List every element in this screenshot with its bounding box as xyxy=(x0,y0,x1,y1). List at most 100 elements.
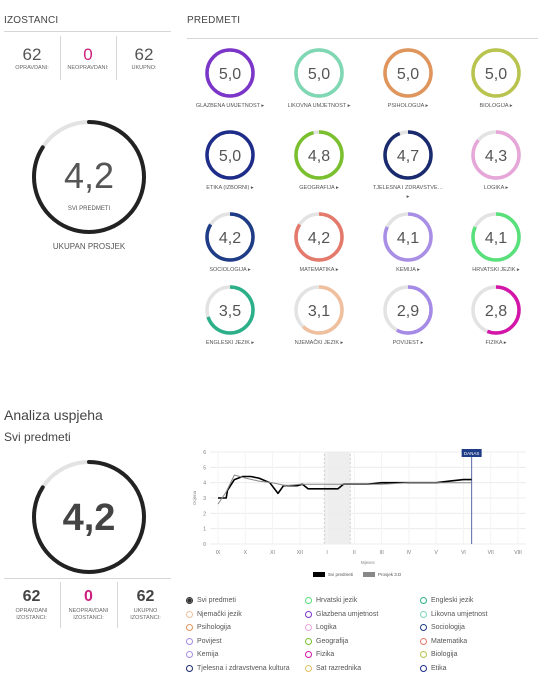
subject-grade: 3,5 xyxy=(219,303,241,320)
stat-divider xyxy=(116,36,117,80)
legend-radio[interactable]: Glazbena umjetnost xyxy=(305,610,379,618)
subject-card[interactable]: 5,0 ETIKA (IZBORNI) ▸ xyxy=(190,128,270,193)
legend-label: Sociologija xyxy=(431,624,465,631)
radio-icon[interactable] xyxy=(186,597,193,604)
legend-label: Logika xyxy=(316,624,337,631)
y-tick-label: 1 xyxy=(203,527,206,533)
radio-icon[interactable] xyxy=(420,664,427,672)
overall-average-ring: 4,2 SVI PREDMETI xyxy=(30,118,148,241)
radio-icon[interactable] xyxy=(420,651,427,658)
legend-radio[interactable]: Sociologija xyxy=(420,624,465,631)
subject-name[interactable]: PSIHOLOGIJA ▸ xyxy=(387,103,429,109)
x-tick-label: V xyxy=(435,550,439,556)
subject-card[interactable]: 5,0 LIKOVNA UMJETNOST ▸ xyxy=(279,46,359,111)
subject-card[interactable]: 4,8 GEOGRAFIJA ▸ xyxy=(279,128,359,193)
subject-name[interactable]: LOGIKA ▸ xyxy=(483,185,509,191)
analysis-stat-total: 62 UKUPNO IZOSTANCI: xyxy=(130,588,161,621)
subject-card[interactable]: 3,5 ENGLESKI JEZIK ▸ xyxy=(190,283,270,348)
legend-radio[interactable]: Fizika xyxy=(305,651,334,658)
radio-icon[interactable] xyxy=(305,651,312,658)
legend-swatch xyxy=(313,572,325,577)
stat-justified: 62 OPRAVDANI: xyxy=(15,45,49,72)
y-tick-label: 2 xyxy=(203,511,206,517)
stat-divider xyxy=(117,582,118,628)
analysis-average-value: 4,2 xyxy=(63,497,116,539)
radio-icon[interactable] xyxy=(305,624,312,631)
subject-name[interactable]: TJELESNA I ZDRAVSTVE… ▸ xyxy=(372,185,444,200)
subject-name[interactable]: LIKOVNA UMJETNOST ▸ xyxy=(287,103,351,109)
subject-grade: 5,0 xyxy=(485,66,507,83)
legend-radio[interactable]: Sat razrednika xyxy=(305,664,361,672)
legend-radio[interactable]: Svi predmeti xyxy=(186,597,236,604)
subject-card[interactable]: 5,0 PSIHOLOGIJA ▸ xyxy=(368,46,448,111)
radio-icon[interactable] xyxy=(420,610,427,618)
subject-card[interactable]: 5,0 BIOLOGIJA ▸ xyxy=(456,46,536,111)
legend-radio[interactable]: Engleski jezik xyxy=(420,597,473,604)
x-tick-label: X xyxy=(244,550,248,556)
subject-card[interactable]: 2,8 FIZIKA ▸ xyxy=(456,283,536,348)
subject-card[interactable]: 4,3 LOGIKA ▸ xyxy=(456,128,536,193)
subject-name[interactable]: NJEMAČKI JEZIK ▸ xyxy=(294,340,344,346)
x-tick-label: XII xyxy=(297,550,303,556)
subject-card[interactable]: 4,1 HRVATSKI JEZIK ▸ xyxy=(456,210,536,275)
subject-name[interactable]: POVIJEST ▸ xyxy=(392,340,424,346)
legend-radio[interactable]: Logika xyxy=(305,624,337,631)
legend-radio[interactable]: Povijest xyxy=(186,637,222,645)
legend-radio[interactable]: Likovna umjetnost xyxy=(420,610,487,618)
legend-radio[interactable]: Etika xyxy=(420,664,447,672)
radio-icon[interactable] xyxy=(186,637,193,645)
radio-icon[interactable] xyxy=(420,597,427,604)
legend-radio[interactable]: Geografija xyxy=(305,637,348,645)
subject-name[interactable]: KEMIJA ▸ xyxy=(396,267,420,273)
subject-card[interactable]: 3,1 NJEMAČKI JEZIK ▸ xyxy=(279,283,359,348)
analysis-average-ring: 4,2 xyxy=(30,458,148,581)
legend-label: Engleski jezik xyxy=(431,597,474,604)
overall-average-sublabel: SVI PREDMETI xyxy=(68,206,111,212)
radio-icon[interactable] xyxy=(305,597,312,604)
legend-radio[interactable]: Njemački jezik xyxy=(186,610,242,618)
radio-icon[interactable] xyxy=(186,624,193,631)
legend-radio[interactable]: Kemija xyxy=(186,651,218,658)
radio-icon[interactable] xyxy=(305,637,312,645)
subject-name[interactable]: GEOGRAFIJA ▸ xyxy=(299,185,339,191)
subject-card[interactable]: 4,1 KEMIJA ▸ xyxy=(368,210,448,275)
x-tick-label: IV xyxy=(407,550,412,556)
legend-radio[interactable]: Tjelesna i zdravstvena kultura xyxy=(186,664,290,672)
subject-card[interactable]: 4,7 TJELESNA I ZDRAVSTVE… ▸ xyxy=(368,128,448,202)
legend-radio[interactable]: Psihologija xyxy=(186,624,231,631)
subject-card[interactable]: 4,2 SOCIOLOGIJA ▸ xyxy=(190,210,270,275)
subject-name[interactable]: GLAZBENA UMJETNOST ▸ xyxy=(195,103,265,109)
legend-series-label: Svi predmeti xyxy=(328,572,353,577)
radio-icon[interactable] xyxy=(186,664,193,672)
subject-card[interactable]: 4,2 MATEMATIKA ▸ xyxy=(279,210,359,275)
radio-icon[interactable] xyxy=(420,637,427,645)
subject-card[interactable]: 2,9 POVIJEST ▸ xyxy=(368,283,448,348)
subject-grade: 4,7 xyxy=(397,148,419,165)
legend-radio[interactable]: Matematika xyxy=(420,637,467,645)
stat-divider xyxy=(60,582,61,628)
x-tick-label: VIII xyxy=(514,550,522,556)
subject-name[interactable]: FIZIKA ▸ xyxy=(485,340,507,346)
legend-radio[interactable]: Hrvatski jezik xyxy=(305,597,357,604)
grade-trend-chart: 0 1 2 3 4 5 6 IX X XI XII I II III IV V VI VII VIII Ocjena M… xyxy=(188,446,538,599)
radio-icon[interactable] xyxy=(305,664,312,672)
subject-name[interactable]: HRVATSKI JEZIK ▸ xyxy=(472,267,520,273)
subject-grade: 4,1 xyxy=(397,230,419,247)
subject-name[interactable]: BIOLOGIJA ▸ xyxy=(479,103,513,109)
x-axis-label: Mjesec xyxy=(361,560,376,565)
stat-unjustified: 0 NEOPRAVDANI: xyxy=(67,45,109,72)
subject-grade: 4,3 xyxy=(485,148,507,165)
legend-radio[interactable]: Biologija xyxy=(420,651,457,658)
radio-icon[interactable] xyxy=(186,610,193,618)
radio-icon[interactable] xyxy=(305,610,312,618)
subject-name[interactable]: ETIKA (IZBORNI) ▸ xyxy=(206,185,254,191)
radio-icon[interactable] xyxy=(420,624,427,631)
subject-name[interactable]: SOCIOLOGIJA ▸ xyxy=(209,267,251,273)
analysis-stats-rule xyxy=(4,578,171,579)
subject-card[interactable]: 5,0 GLAZBENA UMJETNOST ▸ xyxy=(190,46,270,111)
radio-icon[interactable] xyxy=(186,651,193,658)
legend-label: Glazbena umjetnost xyxy=(316,610,379,618)
legend-label: Njemački jezik xyxy=(197,610,242,618)
subject-name[interactable]: ENGLESKI JEZIK ▸ xyxy=(205,340,255,346)
subject-name[interactable]: MATEMATIKA ▸ xyxy=(299,267,339,273)
